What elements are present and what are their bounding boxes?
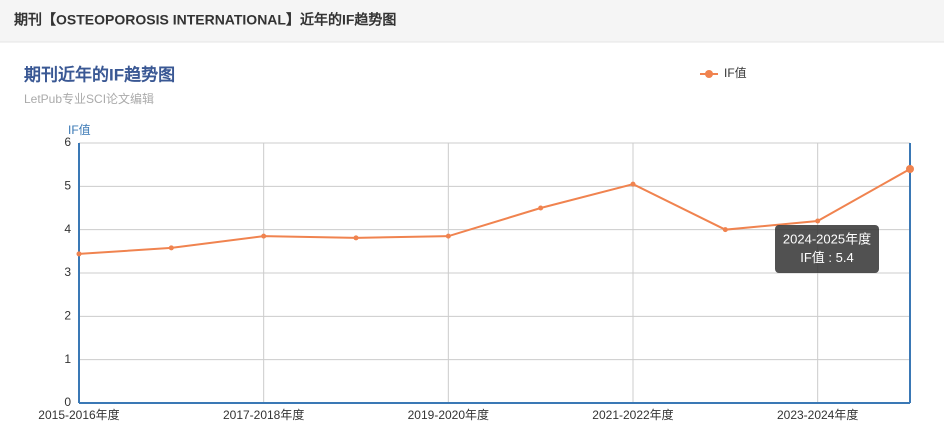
data-point bbox=[815, 218, 821, 224]
x-tick-label: 2017-2018年度 bbox=[223, 407, 304, 422]
y-tick-label: 5 bbox=[64, 179, 71, 193]
chart-subtitle: LetPub专业SCI论文编辑 bbox=[24, 91, 154, 106]
y-tick-label: 0 bbox=[64, 395, 71, 409]
y-tick-label: 6 bbox=[64, 135, 71, 149]
data-point bbox=[722, 227, 728, 233]
y-tick-label: 2 bbox=[64, 309, 71, 323]
chart-title: 期刊近年的IF趋势图 bbox=[24, 64, 175, 84]
data-point bbox=[630, 181, 636, 187]
tooltip-value: IF值 : 5.4 bbox=[800, 250, 853, 265]
legend-marker bbox=[705, 70, 713, 78]
data-point bbox=[538, 205, 544, 211]
tooltip-box bbox=[775, 225, 879, 273]
data-line bbox=[78, 168, 911, 255]
x-tick-label: 2021-2022年度 bbox=[592, 407, 673, 422]
data-point bbox=[261, 233, 267, 239]
data-point bbox=[168, 245, 174, 251]
tooltip-part: : bbox=[825, 250, 836, 265]
tooltip-title: 2024-2025年度 bbox=[783, 231, 871, 246]
data-point bbox=[445, 233, 451, 239]
tooltip-part: 5.4 bbox=[836, 250, 854, 265]
tooltip-part: IF值 bbox=[800, 250, 825, 265]
y-axis-label: IF值 bbox=[68, 122, 91, 137]
header-bar bbox=[0, 0, 944, 42]
data-point bbox=[906, 165, 914, 173]
y-tick-label: 4 bbox=[64, 222, 71, 236]
x-tick-label: 2023-2024年度 bbox=[777, 407, 858, 422]
x-tick-label: 2019-2020年度 bbox=[408, 407, 489, 422]
y-tick-label: 3 bbox=[64, 265, 71, 279]
data-point bbox=[353, 235, 359, 241]
data-point bbox=[76, 251, 82, 257]
legend-label: IF值 bbox=[724, 65, 747, 80]
header-title: 期刊【OSTEOPOROSIS INTERNATIONAL】近年的IF趋势图 bbox=[14, 12, 396, 28]
y-tick-label: 1 bbox=[64, 352, 71, 366]
x-tick-label: 2015-2016年度 bbox=[38, 407, 119, 422]
